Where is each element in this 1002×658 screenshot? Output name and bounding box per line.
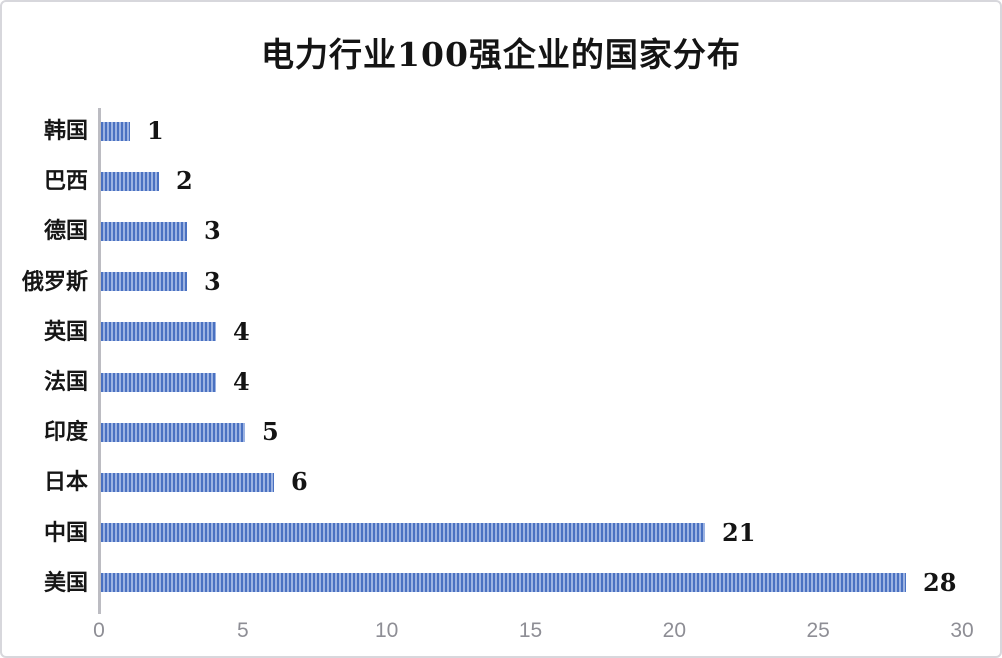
bar-印度: [101, 422, 245, 442]
x-axis-tick-label: 30: [950, 619, 974, 642]
value-label: 28: [923, 567, 957, 597]
bar-巴西: [101, 171, 159, 191]
bar-德国: [101, 221, 187, 241]
value-label: 3: [204, 216, 221, 246]
x-axis-tick-label: 0: [93, 619, 105, 642]
category-label: 巴西: [43, 168, 88, 195]
category-label: 韩国: [43, 118, 88, 144]
y-axis-line: [98, 108, 101, 614]
x-axis-tick-label: 15: [518, 619, 543, 642]
value-label: 4: [233, 367, 250, 396]
value-label: 2: [176, 166, 193, 196]
value-label: 3: [204, 266, 221, 296]
bar-英国: [101, 322, 216, 342]
category-label: 德国: [43, 218, 88, 245]
category-label: 俄罗斯: [21, 268, 88, 295]
chart-title: 电力行业100强企业的国家分布: [261, 35, 741, 74]
x-axis-tick-label: 20: [662, 619, 686, 642]
x-axis-tick-label: 10: [374, 619, 399, 642]
value-label: 6: [291, 467, 308, 497]
category-label: 美国: [43, 569, 88, 596]
bar-日本: [101, 472, 274, 492]
value-label: 21: [722, 517, 756, 547]
value-label: 1: [147, 116, 164, 145]
value-label: 5: [262, 417, 279, 447]
x-axis-tick-label: 25: [806, 619, 830, 642]
bar-法国: [101, 372, 216, 392]
bar-韩国: [101, 121, 130, 141]
category-label: 中国: [43, 519, 88, 546]
category-label: 印度: [43, 419, 88, 446]
bar-中国: [101, 523, 705, 543]
category-label: 日本: [43, 469, 88, 496]
x-axis-tick-label: 5: [236, 619, 249, 642]
category-label: 法国: [43, 369, 88, 395]
bar-美国: [101, 573, 906, 593]
bar-俄罗斯: [101, 272, 187, 292]
category-label: 英国: [43, 318, 88, 345]
value-label: 4: [233, 316, 250, 346]
